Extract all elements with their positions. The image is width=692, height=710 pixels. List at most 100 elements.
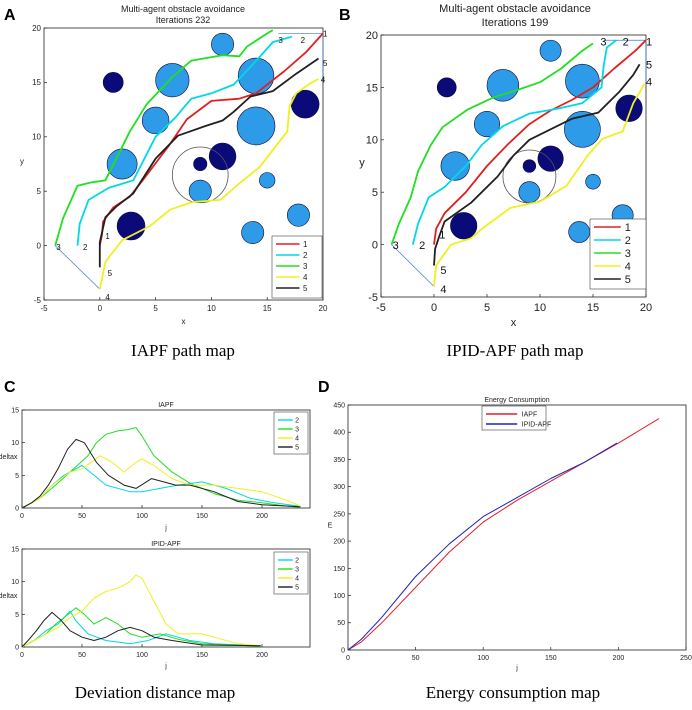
- obstacle-dark: [193, 157, 208, 171]
- y-axis-label: deltax: [0, 454, 18, 461]
- x-tick-label: 10: [534, 302, 546, 314]
- x-tick-label: 200: [256, 513, 268, 520]
- x-axis-label: j: [164, 663, 167, 670]
- plot-area: [347, 404, 687, 651]
- series-4-line: [433, 83, 645, 287]
- x-tick-label: 50: [78, 652, 86, 659]
- x-tick-label: 15: [263, 304, 272, 313]
- x-tick-label: 200: [256, 652, 268, 659]
- obstacle-dark: [450, 212, 478, 240]
- x-tick-label: 200: [613, 655, 625, 662]
- x-axis-label: j: [164, 525, 167, 532]
- y-axis-label: deltax: [0, 593, 18, 600]
- series-IPID-APF-line: [347, 442, 618, 651]
- y-tick-label: 15: [32, 78, 41, 87]
- formation-link: [54, 245, 101, 290]
- x-tick-label: 0: [20, 513, 24, 520]
- obstacle-dark: [102, 72, 124, 93]
- obstacle: [188, 179, 212, 203]
- legend-label: 1: [303, 240, 308, 249]
- x-tick-label: 0: [98, 304, 103, 313]
- legend-label: 1: [625, 222, 631, 234]
- plot-d: 0 50 100 150 200 250 0 50 100 150 200 250 300 350 400 4…: [328, 397, 692, 672]
- y-tick-label: 0: [15, 644, 19, 651]
- legend-label: 2: [295, 557, 299, 564]
- agent-label: 5: [323, 59, 328, 68]
- y-tick-label: 450: [333, 402, 345, 409]
- series-5-line: [433, 63, 641, 266]
- legend-label: 4: [295, 435, 299, 442]
- y-tick-label: 10: [11, 440, 19, 447]
- y-tick-label: 0: [37, 241, 42, 250]
- obstacle: [518, 181, 541, 204]
- legend-label: 5: [295, 444, 299, 451]
- legend-label: 5: [625, 274, 631, 286]
- subplot-title: IPID-APF: [151, 541, 181, 548]
- x-tick-label: 20: [319, 304, 328, 313]
- legend-box: [589, 218, 647, 290]
- series-5-line: [98, 57, 320, 268]
- panel-d-caption: Energy consumption map: [426, 683, 600, 702]
- y-tick-label: 0: [15, 505, 19, 512]
- legend-box: [481, 405, 547, 431]
- plot-c-ipid-apf: 0 50 100 150 200 0 5 10 15 j deltax IPID-APF 2 3 4 5: [0, 541, 311, 670]
- obstacle: [473, 111, 501, 138]
- subplot-title: IAPF: [158, 402, 174, 409]
- panel-d-letter: D: [318, 379, 330, 396]
- obstacle: [564, 111, 601, 148]
- obstacle-dark: [537, 145, 564, 172]
- panel-b-caption: IPID-APF path map: [447, 341, 584, 360]
- x-tick-label: 100: [477, 655, 489, 662]
- legend-label: 2: [295, 417, 299, 424]
- agent-label: 1: [105, 232, 110, 241]
- obstacle-dark: [615, 94, 643, 122]
- y-tick-label: 5: [15, 473, 19, 480]
- y-tick-label: 0: [372, 239, 378, 251]
- legend-label: IPID-APF: [522, 421, 552, 428]
- series-2-line: [411, 39, 617, 245]
- y-tick-label: 5: [372, 187, 378, 199]
- legend-label: 4: [295, 575, 299, 582]
- obstacle: [286, 203, 310, 227]
- legend-box: [273, 411, 309, 455]
- x-tick-label: 0: [20, 652, 24, 659]
- legend-label: IAPF: [522, 411, 538, 418]
- agent-label: 5: [646, 60, 652, 72]
- formation-link: [391, 244, 435, 287]
- agent-label: 5: [440, 265, 446, 277]
- series-4-line: [21, 455, 301, 509]
- obstacle: [141, 106, 170, 135]
- x-tick-label: -5: [40, 304, 48, 313]
- y-tick-label: 20: [32, 24, 41, 33]
- y-tick-label: 10: [11, 579, 19, 586]
- legend-label: 3: [295, 426, 299, 433]
- agent-label: 4: [105, 293, 110, 302]
- obstacle: [236, 106, 276, 146]
- y-tick-label: 20: [366, 30, 378, 42]
- obstacle: [259, 172, 276, 189]
- legend-label: 2: [625, 235, 631, 247]
- obstacle: [568, 221, 591, 243]
- panel-a: A Multi-agent obstacle avoidance Iterati…: [4, 4, 328, 360]
- x-tick-label: 5: [484, 302, 490, 314]
- panel-a-letter: A: [4, 7, 16, 24]
- y-tick-label: 15: [11, 546, 19, 553]
- agent-label: 5: [108, 269, 113, 278]
- y-tick-label: 250: [333, 511, 345, 518]
- panel-c-letter: C: [4, 379, 16, 396]
- obstacle-dark: [522, 159, 537, 173]
- series-5-line: [21, 611, 261, 648]
- series-3-line: [390, 42, 594, 245]
- x-tick-label: 100: [136, 652, 148, 659]
- y-tick-label: -5: [368, 292, 378, 304]
- legend-label: 4: [625, 261, 631, 273]
- y-tick-label: 10: [366, 135, 378, 147]
- obstacle: [106, 148, 138, 180]
- agent-label: 2: [419, 240, 425, 252]
- agent-label: 2: [623, 36, 629, 48]
- agent-label: 3: [278, 36, 283, 45]
- agent-label: 4: [321, 75, 326, 84]
